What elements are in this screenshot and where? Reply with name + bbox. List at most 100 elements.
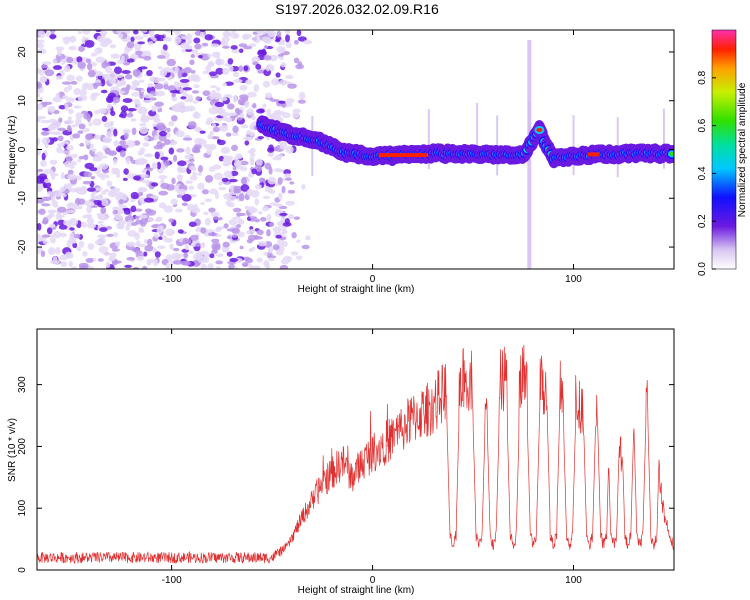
spectrogram-noise-blob: [269, 98, 280, 102]
spectrogram-noise-blob: [46, 227, 53, 235]
spectrogram-noise-blob: [175, 130, 185, 138]
spectrogram-noise-blob: [259, 108, 265, 113]
spectrogram-ytick-label: -20: [17, 239, 28, 254]
spectrogram-noise-blob: [83, 171, 92, 178]
spectrogram-noise-blob: [158, 202, 167, 209]
snr-ytick-label: 200: [17, 438, 28, 455]
spectrogram-noise-blob: [182, 237, 189, 245]
spectrogram-noise-blob: [51, 131, 62, 136]
spectrogram-noise-blob: [122, 98, 133, 103]
spectrogram-ytick-label: -10: [17, 191, 28, 206]
spectrogram-noise-blob: [211, 249, 219, 254]
spectrogram-noise-blob: [106, 131, 113, 138]
spectrogram-noise-blob: [183, 66, 192, 74]
spectrogram-noise-blob: [249, 226, 254, 230]
spectrogram-noise-blob: [105, 225, 113, 230]
spectrogram-noise-blob: [250, 228, 256, 233]
spectrogram-noise-blob: [51, 173, 56, 181]
spectrogram-track-cell: [668, 151, 674, 156]
spectrogram-noise-blob: [111, 248, 120, 252]
spectrogram-noise-blob: [248, 205, 256, 214]
spectrogram-noise-blob: [90, 52, 98, 57]
spectrogram-noise-blob: [44, 69, 55, 77]
spectrogram-noise-blob: [147, 217, 154, 222]
spectrogram-noise-blob: [37, 171, 41, 176]
spectrogram-noise-blob: [149, 34, 155, 40]
spectrogram-noise-blob: [218, 186, 227, 191]
spectrogram-noise-blob: [57, 206, 67, 213]
spectrogram-noise-blob: [184, 154, 194, 160]
spectrogram-noise-blob: [287, 83, 297, 89]
spectrogram-noise-blob: [76, 246, 82, 252]
spectrogram-noise-blob: [217, 216, 223, 221]
spectrogram-noise-blob: [254, 218, 260, 223]
spectrogram-noise-blob: [97, 258, 104, 262]
spectrogram-noise-blob: [87, 70, 96, 78]
spectrogram-noise-blob: [72, 242, 78, 249]
spectrogram-noise-blob: [227, 58, 234, 65]
spectrogram-noise-blob: [140, 222, 147, 227]
spectrogram-noise-blob: [117, 223, 125, 230]
spectrogram-noise-blob: [75, 75, 83, 82]
spectrogram-noise-blob: [188, 158, 195, 162]
spectrogram-noise-blob: [77, 130, 84, 135]
spectrogram-noise-blob: [123, 168, 129, 175]
spectrogram-noise-blob: [37, 93, 41, 98]
spectrogram-noise-blob: [264, 162, 272, 170]
spectrogram-noise-blob: [189, 175, 198, 181]
spectrogram-noise-blob: [159, 69, 167, 77]
spectrogram-noise-blob: [195, 96, 201, 101]
spectrogram-noise-blob: [43, 168, 54, 175]
spectrogram-noise-blob: [37, 115, 47, 120]
spectrogram-noise-blob: [119, 150, 126, 158]
spectrogram-noise-blob: [207, 263, 214, 269]
spectrogram-noise-blob: [94, 240, 100, 245]
spectrogram-noise-blob: [163, 83, 169, 90]
spectrogram-noise-blob: [193, 37, 201, 44]
spectrogram-noise-blob: [58, 224, 68, 230]
spectrogram-noise-blob: [49, 223, 56, 228]
spectrogram-noise-blob: [239, 160, 249, 166]
spectrogram-noise-blob: [301, 184, 306, 190]
spectrogram-noise-blob: [143, 197, 154, 203]
spectrogram-noise-blob: [105, 261, 111, 268]
spectrogram-noise-blob: [52, 59, 58, 64]
spectrogram-noise-blob: [244, 140, 250, 146]
snr-ylabel: SNR (10 * v/v): [7, 418, 18, 482]
spectrogram-noise-blob: [167, 85, 177, 92]
spectrogram-noise-blob: [199, 130, 206, 134]
spectrogram-noise-blob: [192, 100, 198, 104]
spectrogram-noise-blob: [238, 193, 245, 202]
spectrogram-noise-blob: [184, 48, 194, 52]
spectrogram-noise-blob: [75, 112, 84, 120]
spectrogram-noise-blob: [113, 128, 118, 137]
spectrogram-noise-blob: [126, 112, 134, 118]
spectrogram-noise-blob: [138, 226, 144, 233]
spectrogram-noise-blob: [207, 60, 215, 67]
spectrogram-noise-blob: [233, 187, 241, 194]
spectrogram-noise-blob: [263, 251, 269, 256]
spectrogram-noise-blob: [51, 137, 58, 142]
spectrogram-noise-blob: [53, 230, 61, 239]
spectrogram-noise-blob: [66, 145, 74, 151]
spectrogram-noise-blob: [240, 166, 248, 172]
spectrogram-noise-blob: [243, 65, 249, 72]
figure-title: S197.2026.032.02.09.R16: [275, 1, 439, 17]
spectrogram-noise-blob: [204, 175, 214, 183]
spectrogram-noise-blob: [50, 195, 56, 202]
spectrogram-noise-blob: [52, 96, 62, 103]
spectrogram-noise-blob: [66, 56, 74, 64]
spectrogram-noise-blob: [95, 30, 102, 33]
spectrogram-noise-blob: [240, 184, 250, 192]
spectrogram-noise-blob: [65, 97, 75, 103]
spectrogram-noise-blob: [117, 33, 124, 39]
spectrogram-noise-blob: [174, 208, 183, 213]
spectrogram-noise-blob: [227, 103, 235, 110]
spectrogram-noise-blob: [278, 212, 288, 216]
spectrogram-noise-blob: [285, 34, 290, 43]
spectrogram-noise-blob: [59, 186, 66, 193]
spectrogram-noise-blob: [232, 71, 240, 77]
spectrogram-noise-blob: [170, 198, 178, 205]
spectrogram-noise-blob: [235, 153, 243, 160]
spectrogram-noise-blob: [218, 155, 224, 162]
